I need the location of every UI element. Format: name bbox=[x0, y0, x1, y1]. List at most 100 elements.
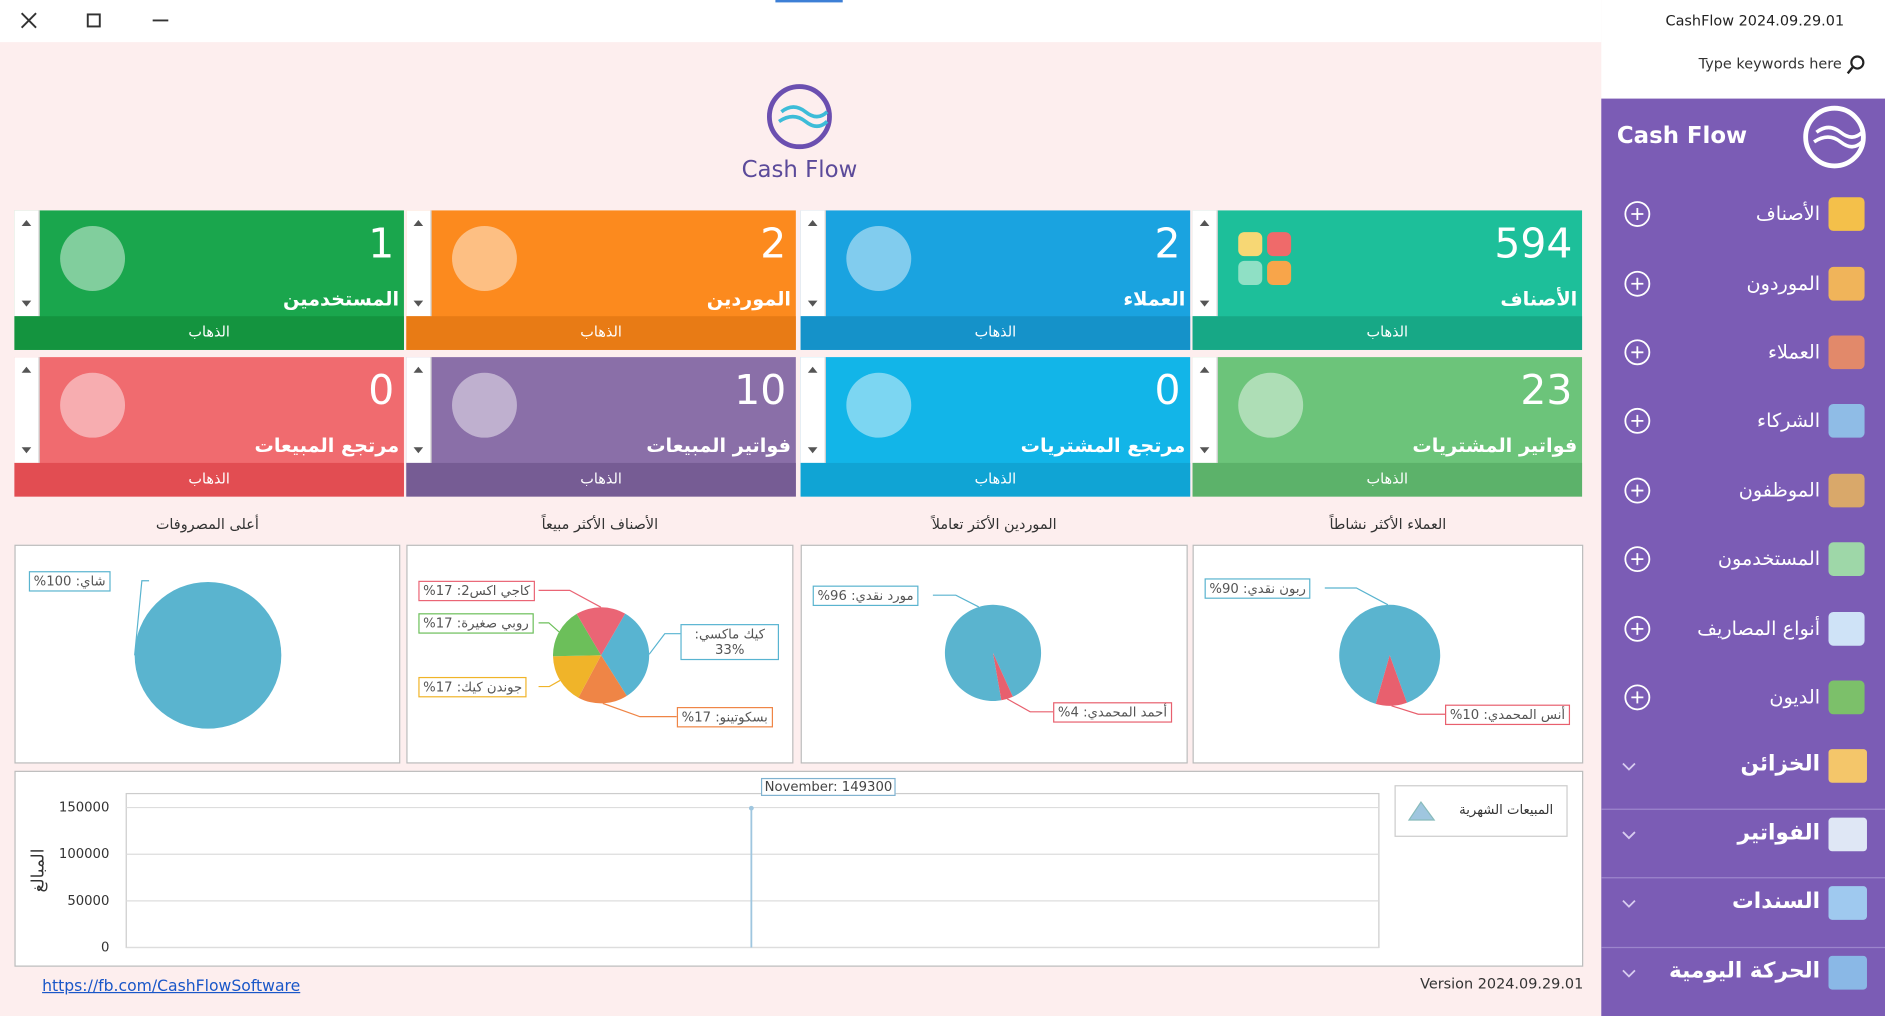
leader-line bbox=[932, 594, 980, 608]
sidebar-item[interactable]: الموظفون bbox=[1738, 478, 1821, 502]
tile-action-bar: الذهاب bbox=[14, 462, 404, 497]
sidebar-section[interactable]: الحركة اليومية bbox=[1668, 958, 1821, 984]
sidebar-item-icons bbox=[1624, 335, 1865, 370]
item-icon bbox=[1828, 542, 1865, 576]
y-tick-label: 50000 bbox=[67, 894, 109, 909]
tile-action-bar: الذهاب bbox=[800, 316, 1191, 350]
leader-line bbox=[1006, 698, 1054, 713]
icon-square bbox=[1267, 232, 1292, 257]
sidebar-item[interactable]: الأصناف bbox=[1755, 202, 1821, 225]
sidebar-section-decor bbox=[1622, 749, 1867, 783]
sidebar-item[interactable]: الموردون bbox=[1746, 271, 1821, 295]
tile-icon bbox=[846, 226, 912, 291]
tile-value: 10 bbox=[734, 366, 787, 415]
sidebar-section[interactable]: الفواتير bbox=[1737, 820, 1821, 846]
slice-label: %مورد نقدي: 96 bbox=[812, 585, 919, 607]
scroll-arrows bbox=[413, 220, 424, 307]
sidebar-section[interactable]: الخزائن bbox=[1740, 751, 1821, 777]
search-icon[interactable] bbox=[1844, 53, 1868, 77]
tile-action[interactable]: الذهاب bbox=[1366, 470, 1409, 487]
tile-value: 2 bbox=[1154, 220, 1181, 269]
tile-action[interactable]: الذهاب bbox=[188, 470, 230, 487]
scroll-up[interactable] bbox=[21, 366, 32, 373]
scroll-up[interactable] bbox=[807, 366, 818, 373]
scroll-down[interactable] bbox=[807, 300, 818, 307]
tile-action[interactable]: الذهاب bbox=[974, 470, 1017, 487]
sidebar-item[interactable]: العملاء bbox=[1767, 340, 1821, 364]
sidebar-item[interactable]: المستخدمون bbox=[1717, 547, 1821, 570]
sidebar-item-icons bbox=[1624, 404, 1865, 438]
section-chevron[interactable] bbox=[1622, 899, 1636, 908]
add-plus bbox=[1631, 414, 1644, 427]
tile-label: الأصناف bbox=[1500, 287, 1578, 311]
pie-chart bbox=[538, 589, 681, 718]
scroll-arrows bbox=[21, 366, 32, 454]
sidebar-item-icons bbox=[1624, 542, 1865, 576]
icon-shape bbox=[452, 226, 517, 291]
pie-chart bbox=[932, 594, 1054, 713]
scroll-down[interactable] bbox=[1199, 447, 1210, 454]
tile-action[interactable]: الذهاب bbox=[188, 323, 230, 341]
add-button[interactable] bbox=[1624, 684, 1651, 711]
tile-label: العملاء bbox=[1123, 287, 1186, 311]
scroll-up[interactable] bbox=[1199, 366, 1210, 373]
sidebar-item[interactable]: أنواع المصاريف bbox=[1697, 616, 1821, 640]
section-chevron[interactable] bbox=[1622, 762, 1636, 771]
section-chevron[interactable] bbox=[1622, 969, 1636, 978]
add-button[interactable] bbox=[1624, 201, 1651, 227]
sidebar-item[interactable]: الديون bbox=[1769, 685, 1821, 709]
pie-chart bbox=[1324, 587, 1446, 715]
add-button[interactable] bbox=[1624, 615, 1651, 642]
section-chevron[interactable] bbox=[1622, 831, 1636, 840]
tile-action[interactable]: الذهاب bbox=[1366, 323, 1409, 341]
search-box[interactable]: Type keywords here bbox=[1698, 55, 1842, 73]
tile-action[interactable]: الذهاب bbox=[580, 470, 622, 487]
add-plus bbox=[1631, 622, 1644, 635]
sales-panel bbox=[14, 770, 1584, 967]
y-axis-label: المبالغ bbox=[27, 849, 48, 893]
section-icon bbox=[1828, 955, 1867, 990]
tile-action-bar: الذهاب bbox=[800, 462, 1191, 497]
pie-chart bbox=[134, 580, 282, 729]
scroll-up[interactable] bbox=[1199, 220, 1210, 227]
scroll-down[interactable] bbox=[21, 447, 32, 454]
add-button[interactable] bbox=[1624, 270, 1651, 297]
sidebar-item-icons bbox=[1624, 612, 1865, 646]
add-button[interactable] bbox=[1624, 546, 1651, 573]
add-plus bbox=[1631, 484, 1644, 497]
scroll-down[interactable] bbox=[21, 300, 32, 307]
add-button[interactable] bbox=[1624, 339, 1651, 366]
tile-action-bar: الذهاب bbox=[1192, 462, 1583, 497]
pie-slice bbox=[552, 613, 602, 657]
scroll-arrows bbox=[807, 366, 818, 454]
close-button[interactable] bbox=[20, 12, 37, 29]
scroll-down[interactable] bbox=[1199, 300, 1210, 307]
scroll-up[interactable] bbox=[413, 366, 424, 373]
scroll-down[interactable] bbox=[807, 447, 818, 454]
leader-line bbox=[602, 702, 677, 718]
pie-slice bbox=[601, 613, 650, 696]
sidebar-item[interactable]: الشركاء bbox=[1757, 408, 1821, 432]
tile-scrollbar bbox=[800, 357, 826, 463]
tab-indicator bbox=[775, 0, 843, 3]
logo-text: Cash Flow bbox=[741, 156, 858, 183]
slice-label: %شاي: 100 bbox=[28, 571, 111, 592]
add-button[interactable] bbox=[1624, 407, 1651, 434]
icon-square bbox=[1238, 260, 1263, 285]
tile: 2 الموردين الذهاب bbox=[406, 210, 796, 350]
facebook-link[interactable]: https://fb.com/CashFlowSoftware bbox=[42, 977, 301, 996]
tile-action[interactable]: الذهاب bbox=[580, 323, 622, 341]
scroll-down[interactable] bbox=[413, 300, 424, 307]
add-button[interactable] bbox=[1624, 477, 1651, 504]
scroll-up[interactable] bbox=[807, 220, 818, 227]
scroll-down[interactable] bbox=[413, 447, 424, 454]
sidebar-section[interactable]: السندات bbox=[1732, 888, 1821, 914]
item-icon bbox=[1828, 197, 1865, 231]
slice-label: %كاجي اكس2: 17 bbox=[418, 580, 536, 602]
tile-icon bbox=[1238, 372, 1304, 438]
icon-shape bbox=[846, 372, 912, 438]
scroll-up[interactable] bbox=[21, 220, 32, 227]
restore-button[interactable] bbox=[86, 13, 101, 28]
tile-action[interactable]: الذهاب bbox=[974, 323, 1017, 341]
scroll-up[interactable] bbox=[413, 220, 424, 227]
